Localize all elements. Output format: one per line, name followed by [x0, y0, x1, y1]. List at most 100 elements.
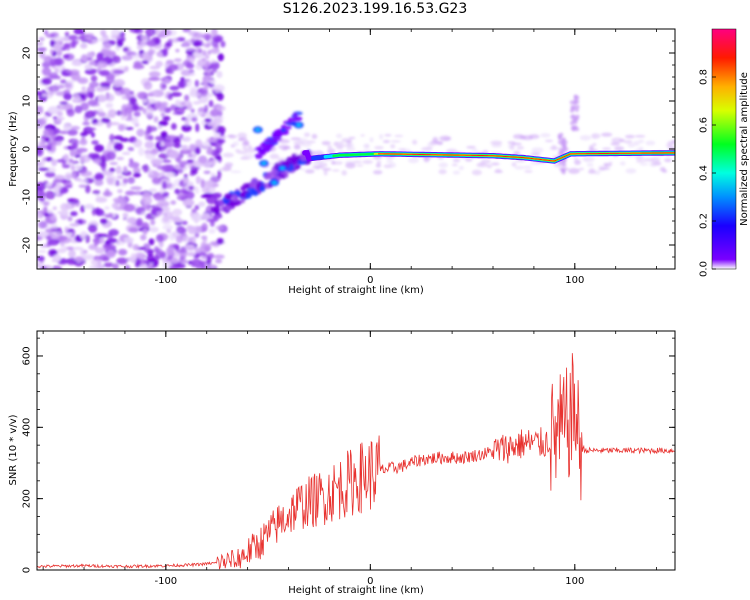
heatmap-cell — [106, 249, 116, 258]
heatmap-cell — [476, 162, 488, 168]
heatmap-cell — [280, 128, 287, 133]
heatmap-cell — [572, 101, 577, 106]
heatmap-cell — [148, 71, 161, 78]
heatmap-cell — [66, 129, 78, 136]
heatmap-cell — [61, 245, 68, 252]
heatmap-cell — [62, 72, 71, 77]
heatmap-cell — [64, 226, 69, 232]
heatmap-cell — [204, 65, 209, 70]
heatmap-cell — [124, 106, 134, 114]
heatmap-cell — [124, 264, 131, 269]
heatmap-cell — [181, 144, 189, 151]
spectrogram-heatmap — [37, 29, 675, 269]
heatmap-cell — [154, 101, 166, 109]
heatmap-cell — [60, 203, 70, 212]
heatmap-cell — [198, 201, 206, 207]
heatmap-cell — [198, 155, 208, 164]
heatmap-cell — [85, 33, 95, 38]
heatmap-cell — [115, 179, 120, 187]
heatmap-cell — [561, 140, 566, 145]
heatmap-cell — [45, 147, 52, 151]
heatmap-x-tick-label: -100 — [154, 275, 177, 286]
heatmap-cell — [97, 233, 109, 238]
heatmap-cell — [209, 109, 220, 117]
heatmap-cell — [186, 159, 195, 163]
heatmap-cell — [465, 158, 473, 162]
heatmap-cell — [165, 135, 177, 141]
heatmap-cell — [146, 125, 152, 134]
heatmap-cell — [335, 141, 344, 145]
heatmap-cell — [59, 242, 65, 247]
heatmap-cell — [58, 104, 64, 109]
heatmap-cell — [540, 133, 551, 138]
heatmap-cell — [301, 142, 312, 148]
heatmap-cell — [175, 48, 180, 53]
heatmap-cell — [88, 265, 101, 269]
heatmap-cell — [201, 188, 210, 193]
heatmap-cell — [662, 169, 668, 173]
heatmap-cell — [51, 265, 63, 269]
heatmap-cell — [643, 157, 654, 162]
heatmap-cell — [665, 143, 674, 148]
heatmap-cell — [638, 139, 645, 144]
heatmap-cell — [49, 90, 55, 96]
heatmap-cell — [572, 127, 577, 132]
heatmap-cell — [650, 157, 661, 163]
heatmap-cell — [424, 146, 433, 151]
heatmap-cell — [98, 69, 111, 76]
heatmap-cell — [56, 49, 63, 56]
heatmap-cell — [412, 139, 418, 145]
heatmap-cell — [150, 158, 163, 166]
heatmap-cell — [592, 142, 597, 147]
heatmap-cell — [335, 133, 343, 139]
colorbar-tick-label: 0.4 — [699, 165, 710, 181]
heatmap-cell — [91, 140, 99, 145]
heatmap-cell — [120, 111, 126, 121]
heatmap-cell — [142, 164, 150, 173]
heatmap-cell — [239, 193, 247, 198]
heatmap-cell — [203, 170, 211, 175]
heatmap-cell — [106, 151, 116, 161]
heatmap-cell — [218, 167, 231, 172]
heatmap-cell — [633, 140, 640, 146]
heatmap-cell — [158, 145, 168, 150]
heatmap-cell — [168, 64, 179, 71]
heatmap-cell — [182, 29, 191, 33]
heatmap-cell — [113, 79, 126, 88]
heatmap-cell — [195, 123, 200, 133]
heatmap-cell — [363, 143, 370, 149]
heatmap-cell — [172, 208, 183, 216]
snr-x-tick-label: -100 — [154, 576, 177, 587]
heatmap-cell — [86, 57, 93, 61]
heatmap-y-tick-label: -20 — [22, 237, 33, 253]
heatmap-cell — [273, 130, 283, 135]
heatmap-cell — [37, 212, 42, 217]
heatmap-cell — [561, 159, 566, 164]
heatmap-cell — [180, 78, 190, 83]
heatmap-cell — [592, 133, 597, 140]
heatmap-cell — [90, 220, 98, 225]
heatmap-cell — [384, 134, 392, 137]
heatmap-cell — [38, 36, 45, 42]
heatmap-cell — [327, 145, 333, 149]
heatmap-cell — [56, 110, 63, 117]
heatmap-cell — [71, 60, 83, 67]
heatmap-cell — [70, 165, 76, 171]
heatmap-y-tick-label: 10 — [22, 95, 33, 108]
heatmap-cell — [44, 171, 56, 178]
heatmap-cell — [346, 146, 356, 152]
heatmap-cell — [179, 133, 184, 139]
heatmap-cell — [557, 135, 562, 140]
heatmap-cell — [608, 161, 613, 165]
heatmap-cell — [62, 54, 70, 59]
heatmap-cell — [125, 126, 134, 131]
heatmap-cell — [635, 160, 645, 163]
heatmap-cell — [136, 128, 145, 137]
heatmap-cell — [572, 105, 577, 110]
heatmap-cell — [216, 70, 223, 79]
heatmap-cell — [304, 169, 315, 174]
heatmap-cell — [259, 185, 266, 192]
heatmap-cell — [369, 137, 374, 143]
heatmap-cell — [190, 108, 195, 114]
heatmap-cell — [83, 249, 88, 254]
